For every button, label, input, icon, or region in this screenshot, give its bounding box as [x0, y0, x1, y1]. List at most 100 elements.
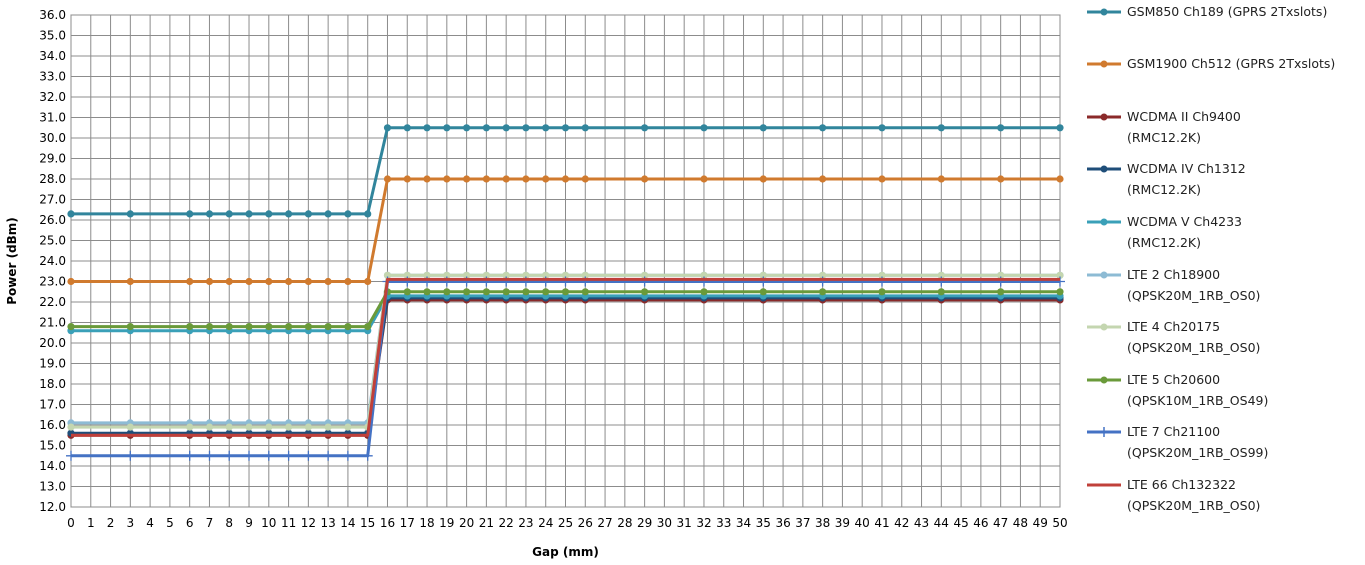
legend-label-line1: LTE 2 Ch18900	[1127, 267, 1221, 282]
data-point	[502, 288, 510, 296]
data-point	[126, 277, 134, 286]
y-tick-label: 32.0	[39, 90, 66, 104]
data-point	[502, 124, 510, 132]
legend-item: WCDMA II Ch9400 (RMC12.2K)	[1085, 109, 1241, 148]
data-point	[759, 288, 767, 296]
legend-swatch	[1087, 8, 1121, 16]
data-point	[542, 271, 550, 279]
y-tick-label: 26.0	[39, 213, 66, 227]
data-point	[184, 450, 195, 461]
legend-label: WCDMA II Ch9400 (RMC12.2K)	[1127, 106, 1241, 148]
legend-item: GSM850 Ch189 (GPRS 2Txslots)	[1085, 4, 1327, 22]
data-point	[463, 288, 471, 296]
data-point	[1056, 288, 1064, 296]
data-point	[819, 124, 827, 132]
data-point	[285, 210, 293, 218]
data-point	[362, 450, 373, 461]
data-point	[522, 271, 530, 279]
x-tick-label: 4	[146, 516, 154, 530]
legend-label: LTE 2 Ch18900 (QPSK20M_1RB_OS0)	[1127, 264, 1260, 306]
y-tick-label: 29.0	[39, 152, 66, 166]
y-tick-label: 34.0	[39, 49, 66, 63]
data-point	[403, 175, 411, 183]
y-tick-label: 24.0	[39, 254, 66, 268]
data-point	[542, 124, 550, 132]
data-point	[125, 450, 136, 461]
x-tick-label: 44	[934, 516, 949, 530]
data-point	[1056, 271, 1064, 279]
data-point	[245, 323, 253, 331]
data-point	[443, 124, 451, 132]
data-point	[502, 271, 510, 279]
x-tick-label: 41	[874, 516, 889, 530]
x-tick-label: 37	[795, 516, 810, 530]
x-tick-label: 32	[696, 516, 711, 530]
y-tick-label: 18.0	[39, 377, 66, 391]
legend-label: WCDMA V Ch4233 (RMC12.2K)	[1127, 211, 1242, 253]
data-point	[67, 323, 75, 331]
x-tick-label: 14	[340, 516, 355, 530]
x-tick-label: 0	[67, 516, 75, 530]
x-tick-label: 24	[538, 516, 553, 530]
data-point	[641, 288, 649, 296]
x-tick-label: 31	[677, 516, 692, 530]
x-tick-label: 50	[1052, 516, 1067, 530]
y-tick-label: 16.0	[39, 418, 66, 432]
legend-item: GSM1900 Ch512 (GPRS 2Txslots)	[1085, 56, 1335, 74]
series-0	[67, 124, 1064, 218]
data-point	[245, 277, 253, 286]
y-tick-label: 21.0	[39, 316, 66, 330]
data-point	[245, 210, 253, 218]
data-point	[283, 450, 294, 461]
x-tick-label: 29	[637, 516, 652, 530]
x-tick-label: 34	[736, 516, 751, 530]
legend-swatch	[1087, 271, 1121, 279]
data-point	[641, 124, 649, 132]
legend-label: GSM1900 Ch512 (GPRS 2Txslots)	[1127, 53, 1335, 74]
x-tick-label: 15	[360, 516, 375, 530]
data-point	[700, 175, 708, 183]
legend-label-line1: GSM850 Ch189 (GPRS 2Txslots)	[1127, 4, 1328, 19]
data-point	[1056, 124, 1064, 132]
data-point	[67, 277, 75, 286]
data-point	[463, 124, 471, 132]
series-group	[66, 124, 1065, 461]
data-point	[561, 288, 570, 296]
data-point	[285, 277, 293, 286]
legend-label-line2: (RMC12.2K)	[1127, 235, 1201, 250]
data-point	[225, 323, 233, 331]
legend-label-line2: (QPSK20M_1RB_OS99)	[1127, 445, 1269, 460]
data-point	[937, 124, 945, 132]
legend-label: LTE 5 Ch20600 (QPSK10M_1RB_OS49)	[1127, 369, 1268, 411]
legend-swatch	[1087, 376, 1121, 384]
x-tick-label: 49	[1033, 516, 1048, 530]
legend-item: LTE 66 Ch132322 (QPSK20M_1RB_OS0)	[1085, 477, 1260, 516]
legend-item: WCDMA V Ch4233 (RMC12.2K)	[1085, 214, 1242, 253]
data-point	[205, 210, 214, 218]
data-point	[304, 210, 312, 218]
data-point	[561, 271, 570, 279]
legend-swatch	[1087, 218, 1121, 226]
data-point	[482, 175, 490, 183]
data-point	[224, 450, 235, 461]
data-point	[581, 175, 589, 183]
x-tick-label: 9	[245, 516, 253, 530]
x-tick-label: 20	[459, 516, 474, 530]
y-axis-ticks: 12.0 13.0 14.0 15.0 16.0 17.0 18.0 19.0 20.0 21.0…	[39, 8, 66, 514]
data-point	[265, 423, 273, 431]
data-point	[561, 124, 570, 132]
series-9	[71, 277, 1060, 437]
y-tick-label: 28.0	[39, 172, 66, 186]
data-point	[443, 288, 451, 296]
legend-item: LTE 7 Ch21100 (QPSK20M_1RB_OS99)	[1085, 424, 1269, 463]
x-tick-label: 8	[225, 516, 233, 530]
y-tick-label: 12.0	[39, 500, 66, 514]
x-tick-label: 25	[558, 516, 573, 530]
legend-label-line2: (RMC12.2K)	[1127, 130, 1201, 145]
legend-label-line2: (QPSK20M_1RB_OS0)	[1127, 288, 1261, 303]
x-tick-label: 22	[499, 516, 514, 530]
x-tick-label: 27	[597, 516, 612, 530]
data-point	[205, 323, 214, 331]
data-point	[443, 175, 451, 183]
